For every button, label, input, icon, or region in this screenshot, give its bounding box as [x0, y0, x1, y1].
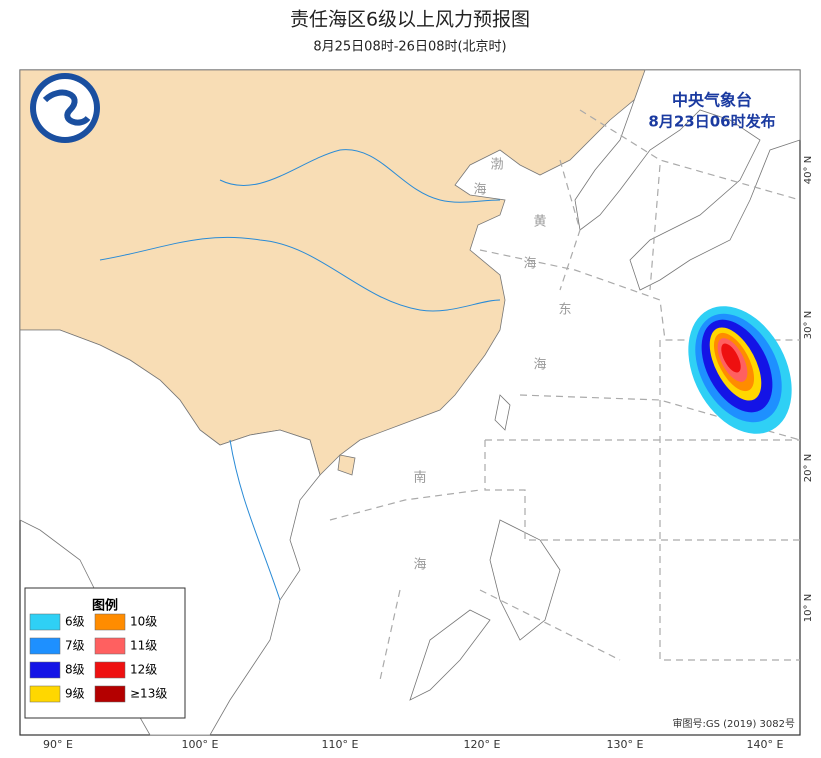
lat-label: 30° N	[803, 311, 814, 339]
sea-label: 东	[558, 303, 571, 318]
lon-label: 120° E	[464, 738, 501, 751]
lat-label: 10° N	[803, 594, 814, 622]
lon-label: 90° E	[43, 738, 73, 751]
subtitle: 8月25日08时-26日08时(北京时)	[313, 40, 506, 55]
sea-label: 海	[523, 257, 536, 272]
lon-label: 130° E	[607, 738, 644, 751]
issuer-time: 8月23日06时发布	[648, 113, 775, 131]
legend-swatch	[29, 613, 61, 631]
lat-label: 20° N	[803, 454, 814, 482]
legend-swatch	[29, 685, 61, 703]
sea-label: 渤	[490, 157, 503, 173]
lat-label: 40° N	[803, 156, 814, 184]
legend-label: 10级	[130, 615, 157, 629]
legend-swatch	[94, 637, 126, 655]
wind-level-6	[721, 343, 741, 373]
credit: 审图号:GS (2019) 3082号	[672, 717, 795, 730]
legend-swatch	[94, 661, 126, 679]
legend-label: 12级	[130, 663, 157, 677]
legend-swatch	[29, 637, 61, 655]
zone-lines	[329, 109, 801, 681]
legend-label: 9级	[65, 687, 85, 701]
legend-label: ≥13级	[130, 687, 167, 701]
legend-label: 8级	[65, 663, 85, 677]
legend-swatch	[29, 661, 61, 679]
sea-label: 黄	[533, 215, 546, 230]
logo-mark	[42, 89, 91, 126]
land	[19, 69, 801, 736]
issuer-name: 中央气象台	[672, 91, 752, 110]
legend-swatch	[94, 613, 126, 631]
legend-label: 7级	[65, 639, 85, 653]
sea-label: 海	[473, 183, 486, 198]
sea-label: 南	[413, 470, 426, 486]
wind-area	[688, 306, 792, 434]
legend-title: 图例	[92, 598, 118, 614]
legend-swatch	[94, 685, 126, 703]
sea-label: 海	[533, 358, 546, 373]
title: 责任海区6级以上风力预报图	[290, 9, 530, 31]
lon-label: 140° E	[747, 738, 784, 751]
lon-label: 100° E	[182, 738, 219, 751]
rivers	[99, 149, 501, 601]
legend-label: 6级	[65, 615, 85, 629]
legend-label: 11级	[130, 639, 157, 653]
lon-label: 110° E	[322, 738, 359, 751]
sea-label: 海	[413, 558, 426, 573]
logo-inner	[36, 79, 94, 137]
